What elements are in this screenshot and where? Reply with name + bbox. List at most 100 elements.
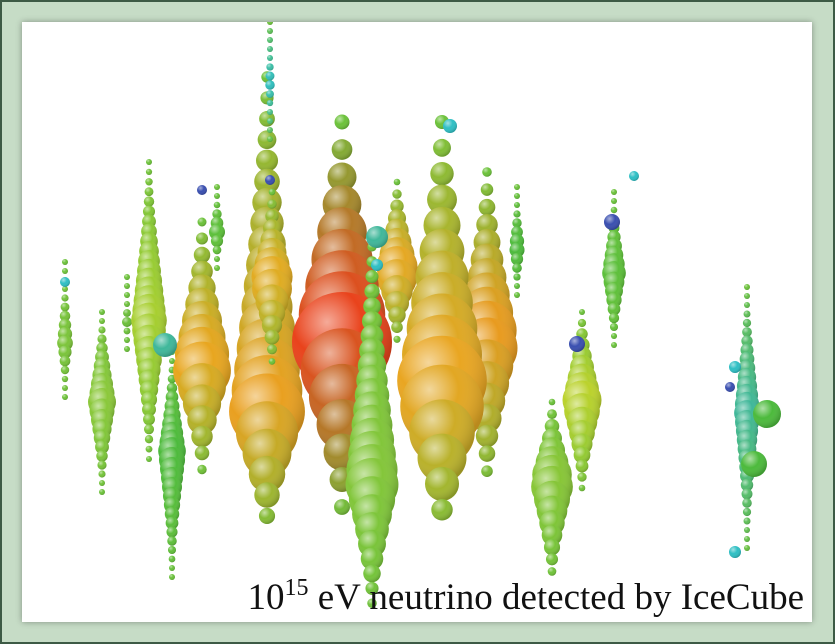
sensor-shine <box>741 488 753 500</box>
sensor-shine <box>360 547 384 570</box>
sensor-shine <box>266 63 274 71</box>
sensor-shine <box>742 498 752 508</box>
sensor-shine <box>742 327 752 337</box>
sensor-shine <box>266 90 274 98</box>
sensor-shine <box>124 337 130 343</box>
sensor-shine <box>145 168 153 176</box>
sensor-shine <box>99 480 105 486</box>
sensor-shine <box>187 405 217 435</box>
sensor-shine <box>547 567 557 576</box>
sensor-shine <box>61 375 69 383</box>
sensor-shine <box>331 139 353 160</box>
sensor-shine <box>392 189 402 199</box>
sensor-shine <box>140 391 158 408</box>
sensor-shine <box>143 196 155 207</box>
sensor-shine <box>543 539 561 556</box>
sensor-shine <box>146 159 152 165</box>
caption-base: 10 <box>247 577 285 618</box>
sensor-shine <box>365 270 379 284</box>
sensor-shine <box>334 114 350 130</box>
sensor-shine <box>258 507 276 524</box>
caption: 1015 eV neutrino detected by IceCube <box>22 576 812 620</box>
sensor-shine <box>62 259 68 265</box>
sensor-shine <box>478 445 496 462</box>
caption-text: eV neutrino detected by IceCube <box>308 577 804 618</box>
sensor-shine <box>604 214 620 230</box>
sensor-shine <box>212 209 222 219</box>
sensor-shine <box>363 297 381 316</box>
sensor-shine <box>367 598 377 608</box>
sensor-shine <box>512 263 522 273</box>
sensor-shine <box>513 273 521 281</box>
sensor-shine <box>97 334 107 344</box>
sensor-shine <box>213 201 221 209</box>
sensor-shine <box>578 484 586 492</box>
sensor-shine <box>611 189 617 195</box>
sensor-shine <box>254 482 280 508</box>
sensor-shine <box>62 286 68 292</box>
sensor-shine <box>334 499 350 515</box>
sensor-shine <box>99 309 105 315</box>
sensor-shine <box>124 301 130 307</box>
sensor-shine <box>122 317 132 327</box>
sensor-shine <box>366 226 388 248</box>
sensor-shine <box>60 302 70 312</box>
sensor-shine <box>606 292 622 308</box>
sensor-shine <box>96 450 108 462</box>
sensor-shine <box>541 524 563 546</box>
sensor-shine <box>267 37 273 43</box>
sensor-shine <box>265 209 279 223</box>
sensor-shine <box>214 256 220 262</box>
sensor-shine <box>143 413 155 426</box>
sensor-shine <box>214 184 220 190</box>
sensor-shine <box>577 318 587 328</box>
sensor-shine <box>58 345 72 359</box>
sensor-shine <box>124 274 130 280</box>
sensor-shine <box>193 246 211 264</box>
sensor-shine <box>267 118 273 124</box>
sensor-shine <box>433 138 451 157</box>
sensor-shine <box>197 185 207 195</box>
sensor-shine <box>430 161 454 186</box>
sensor-shine <box>144 435 154 444</box>
sensor-shine <box>431 499 453 521</box>
sensor-shine <box>60 365 70 375</box>
sensor-shine <box>144 187 154 197</box>
sensor-shine <box>743 310 751 318</box>
sensor-shine <box>266 99 274 107</box>
sensor-shine <box>197 217 207 227</box>
sensor-shine <box>514 202 520 208</box>
sensor-shine <box>60 277 70 287</box>
sensor-shine <box>364 283 380 299</box>
sensor-shine <box>146 456 152 462</box>
sensor-shine <box>265 80 275 90</box>
sensor-shine <box>169 565 175 571</box>
sensor-shine <box>191 425 213 448</box>
sensor-shine <box>142 402 156 417</box>
sensor-shine <box>167 545 177 555</box>
sensor-shine <box>363 564 381 583</box>
sensor-shine <box>197 464 207 475</box>
sensor-shine <box>744 545 750 551</box>
sensor-shine <box>166 526 178 538</box>
detector-view <box>57 22 781 608</box>
sensor-shine <box>607 302 621 316</box>
sensor-shine <box>255 149 279 172</box>
sensor-shine <box>195 232 209 245</box>
sensor-shine <box>573 446 591 464</box>
sensor-shine <box>167 536 177 546</box>
sensor-shine <box>371 259 383 271</box>
sensor-shine <box>267 109 273 115</box>
sensor-shine <box>740 478 754 492</box>
sensor-shine <box>123 327 131 335</box>
sensor-shine <box>59 310 71 322</box>
sensor-shine <box>267 136 273 142</box>
sensor-shine <box>143 424 155 435</box>
sensor-shine <box>98 470 106 478</box>
sensor-shine <box>514 292 520 298</box>
sensor-shine <box>124 283 130 289</box>
sensor-shine <box>95 440 109 454</box>
sensor-shine <box>124 346 130 352</box>
sensor-shine <box>123 309 131 317</box>
sensor-shine <box>744 302 750 308</box>
